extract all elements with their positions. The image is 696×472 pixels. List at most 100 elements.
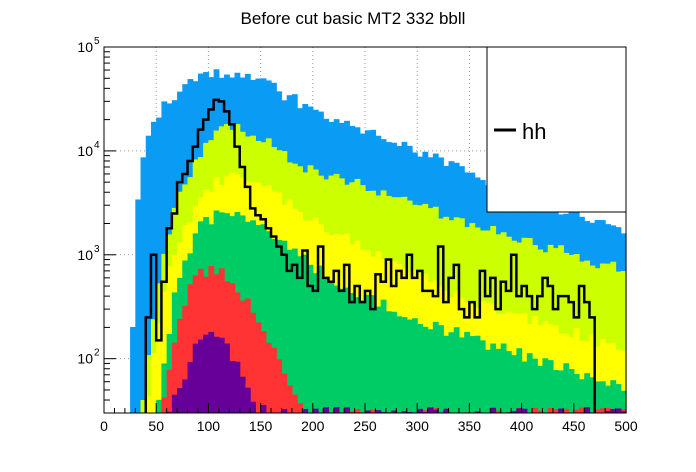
histogram-bar [281, 408, 288, 413]
histogram-bar [537, 410, 544, 413]
histogram-bar [354, 409, 361, 413]
histogram-bar [573, 374, 580, 413]
y-tick-exponent: 2 [94, 348, 100, 359]
histogram-bar [213, 336, 220, 413]
histogram-bar [156, 399, 163, 413]
histogram-bar [286, 385, 293, 413]
y-tick-exponent: 3 [94, 244, 100, 255]
histogram-bar [620, 411, 627, 413]
histogram-bar [615, 271, 622, 413]
histogram-bar [161, 291, 168, 413]
histogram-bar [448, 332, 455, 413]
histogram-bar [234, 292, 241, 413]
histogram-bar [584, 407, 591, 413]
histogram-bar [558, 370, 564, 413]
histogram-bar [260, 224, 267, 413]
histogram-bar [453, 327, 460, 413]
histogram-bar [359, 300, 366, 413]
y-tick-label: 10 [77, 39, 93, 55]
histogram-bar [255, 225, 262, 413]
histogram-bar [479, 340, 486, 413]
histogram-bar [620, 390, 627, 413]
histogram-bar [605, 408, 611, 413]
histogram-bar [260, 331, 267, 413]
histogram-bar [500, 343, 507, 413]
legend: hh [486, 46, 627, 213]
histogram-bar [218, 337, 225, 413]
histogram-bar [620, 409, 627, 413]
histogram-bar [281, 373, 288, 413]
histogram-bar [552, 370, 559, 413]
histogram-bar [286, 249, 293, 413]
histogram-bar [140, 399, 147, 413]
histogram-bar [161, 397, 168, 413]
histogram-bar [344, 407, 350, 413]
histogram-bar [297, 256, 303, 413]
histogram-bar [589, 377, 596, 413]
histogram-bar [380, 299, 387, 413]
histogram-bar [526, 353, 533, 413]
histogram-bar [354, 297, 361, 413]
histogram-bar [610, 261, 617, 413]
histogram-bar [177, 388, 183, 413]
histogram-bar [579, 407, 585, 413]
histogram-bar [443, 335, 450, 413]
x-tick-label: 500 [614, 418, 638, 434]
histogram-bar [568, 369, 575, 413]
histogram-bar [485, 349, 491, 413]
histogram-bar [474, 411, 481, 413]
histogram-bar [401, 411, 408, 413]
histogram-bar [150, 121, 157, 413]
histogram-bar [469, 336, 476, 413]
histogram-bar [396, 316, 403, 413]
histogram-bar [610, 342, 617, 413]
histogram-bar [276, 239, 283, 413]
histogram-bar [401, 317, 408, 413]
histogram-bar [511, 355, 517, 413]
histogram-bar [182, 379, 189, 413]
y-tick-exponent: 5 [94, 36, 100, 47]
histogram-bar [276, 359, 283, 413]
y-tick-label: 10 [77, 247, 93, 263]
histogram-bar [375, 410, 382, 413]
histogram-bar [182, 305, 189, 413]
histogram-bar [365, 294, 371, 413]
histogram-bar [594, 268, 601, 413]
histogram-bar [224, 343, 230, 413]
histogram-bar [516, 348, 523, 413]
histogram-bar [579, 261, 585, 413]
histogram-bar [620, 271, 627, 413]
histogram-bar [365, 410, 371, 413]
histogram-bar [187, 284, 194, 413]
histogram-bar [599, 408, 606, 413]
histogram-bar [385, 311, 392, 413]
x-tick-label: 50 [148, 418, 164, 434]
histogram-bar [192, 343, 199, 413]
x-tick-label: 300 [406, 418, 430, 434]
histogram-bar [208, 331, 215, 413]
y-tick-label: 10 [77, 351, 93, 367]
histogram-bar [584, 373, 591, 413]
histogram-bar [406, 319, 413, 413]
histogram-bar [239, 300, 246, 413]
histogram-bar [579, 340, 585, 413]
histogram-bar [260, 404, 267, 413]
histogram-bar [521, 408, 528, 413]
histogram-bar [391, 410, 397, 413]
histogram-bar [547, 360, 554, 413]
x-tick-label: 200 [301, 418, 325, 434]
histogram-bar [197, 339, 204, 413]
histogram-bar [156, 117, 163, 414]
histogram-bar [265, 342, 272, 413]
histogram-bar [203, 334, 209, 413]
histogram-bar [140, 157, 147, 413]
histogram-bar [375, 306, 382, 413]
histogram-bar [615, 349, 622, 413]
histogram-bar [615, 384, 622, 413]
histogram-bar [568, 254, 575, 413]
histogram-bar [161, 363, 168, 413]
histogram-bar [532, 358, 538, 413]
histogram-bar [130, 326, 136, 413]
histogram-bar [599, 263, 606, 413]
